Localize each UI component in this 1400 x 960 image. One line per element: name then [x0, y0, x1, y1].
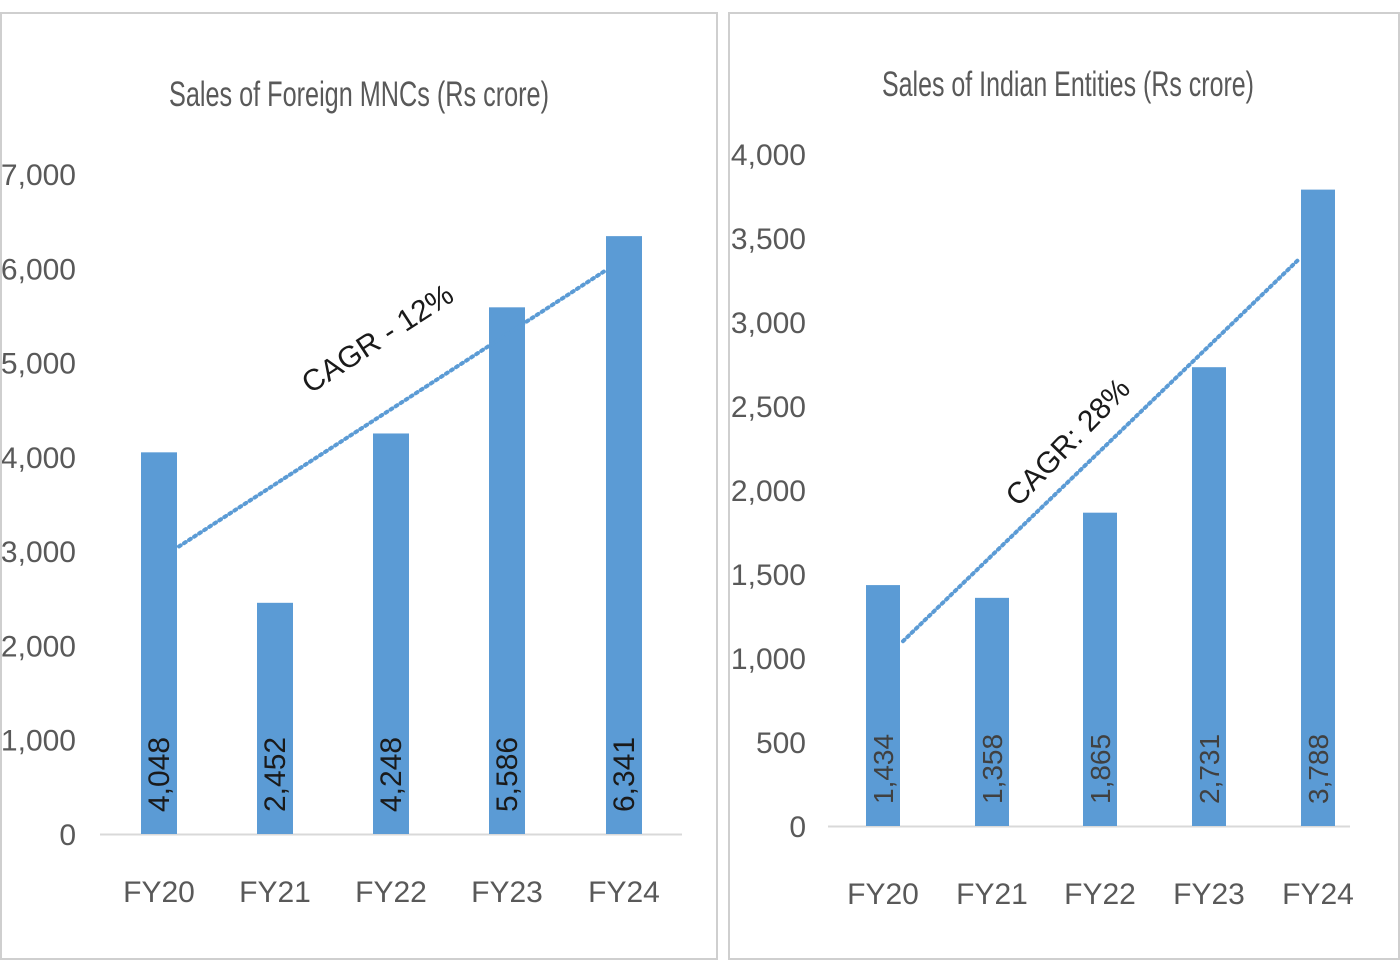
data-label: 4,048 [143, 737, 176, 812]
data-label: 3,788 [1303, 734, 1334, 804]
y-tick-label: 3,000 [2, 536, 76, 569]
y-tick-label: 0 [59, 819, 76, 852]
x-category-label: FY22 [1064, 878, 1136, 911]
y-tick-label: 3,000 [731, 307, 806, 340]
bar-fy20 [866, 585, 900, 826]
data-label: 1,434 [868, 734, 899, 804]
y-tick-label: 7,000 [2, 159, 76, 192]
y-tick-label: 500 [756, 727, 806, 760]
data-label: 1,358 [977, 734, 1008, 804]
bar-fy23 [1192, 367, 1226, 826]
x-category-label: FY21 [956, 878, 1028, 911]
cagr-trendline [901, 256, 1302, 644]
bar-fy24 [1301, 189, 1335, 827]
cagr-trendline [177, 268, 608, 549]
x-category-label: FY23 [1173, 878, 1245, 911]
chart-panel-indian-entities: Sales of Indian Entities (Rs crore) 0 500… [728, 12, 1400, 960]
bar-fy22 [373, 433, 409, 834]
chart-title: Sales of Indian Entities (Rs crore) [882, 65, 1254, 104]
chart-svg-indian-entities: Sales of Indian Entities (Rs crore) 0 500… [731, 65, 1354, 911]
y-tick-label: 3,500 [731, 223, 806, 256]
bar-fy21 [975, 597, 1009, 826]
data-label: 4,248 [375, 737, 408, 812]
y-tick-label: 4,000 [731, 139, 806, 172]
data-label: 2,452 [259, 737, 292, 812]
x-category-label: FY24 [588, 876, 660, 909]
data-label: 1,865 [1085, 734, 1116, 804]
y-tick-label: 4,000 [2, 442, 76, 475]
x-category-label: FY22 [355, 876, 427, 909]
bar-fy24 [606, 236, 642, 835]
cagr-annotation: CAGR: 28% [1000, 372, 1137, 512]
x-category-label: FY24 [1282, 878, 1354, 911]
x-category-label: FY20 [847, 878, 919, 911]
y-tick-label: 2,000 [731, 475, 806, 508]
chart-panel-foreign-mncs: Sales of Foreign MNCs (Rs crore) 0 1,000 2… [0, 12, 718, 960]
y-tick-label: 0 [789, 811, 806, 844]
data-label: 5,586 [491, 737, 524, 812]
chart-svg-foreign-mncs: Sales of Foreign MNCs (Rs crore) 0 1,000 2… [2, 75, 682, 909]
bar-fy20 [141, 452, 177, 834]
bar-fy23 [489, 307, 525, 834]
y-tick-label: 1,000 [2, 725, 76, 758]
chart-title: Sales of Foreign MNCs (Rs crore) [169, 75, 549, 114]
data-label: 6,341 [608, 737, 641, 812]
x-category-label: FY23 [471, 876, 543, 909]
x-category-label: FY21 [239, 876, 311, 909]
y-tick-label: 6,000 [2, 253, 76, 286]
y-tick-label: 2,000 [2, 630, 76, 663]
x-category-label: FY20 [123, 876, 195, 909]
y-tick-label: 1,000 [731, 643, 806, 676]
data-label: 2,731 [1194, 734, 1225, 804]
y-tick-label: 5,000 [2, 348, 76, 381]
y-tick-label: 1,500 [731, 559, 806, 592]
bar-fy22 [1083, 512, 1117, 826]
y-tick-label: 2,500 [731, 391, 806, 424]
bar-fy21 [257, 602, 293, 834]
